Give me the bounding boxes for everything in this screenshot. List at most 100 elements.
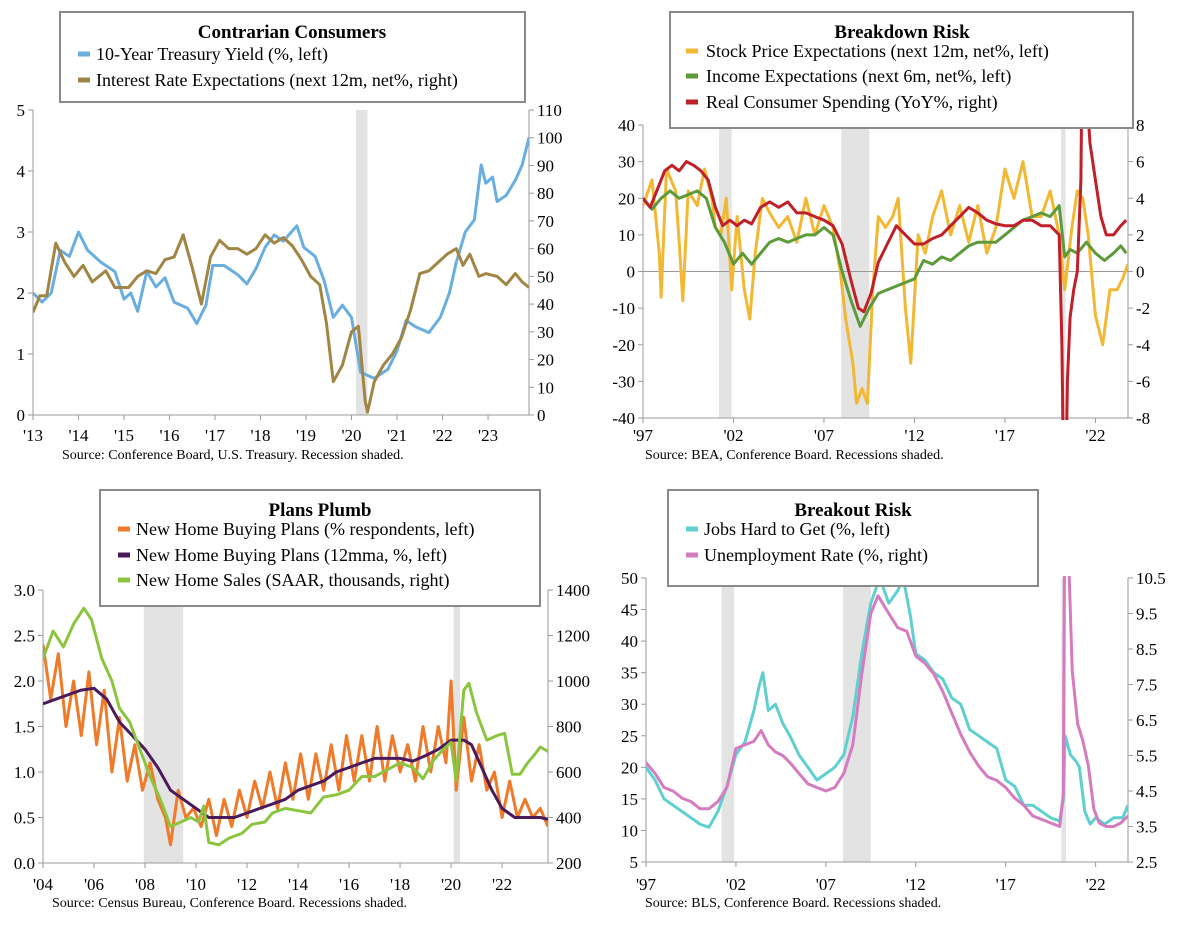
left-tick-label: 2.0 — [14, 672, 35, 691]
left-tick-label: 1 — [17, 345, 26, 364]
left-tick-label: 30 — [618, 153, 635, 172]
right-tick-label: 100 — [537, 129, 563, 148]
left-tick-label: 0.5 — [14, 809, 35, 828]
legend-label: Unemployment Rate (%, right) — [704, 545, 928, 566]
left-tick-label: 4 — [17, 162, 26, 181]
chart-title: Breakdown Risk — [834, 22, 970, 43]
right-tick-label: 80 — [537, 184, 554, 203]
right-tick-label: 20 — [537, 351, 554, 370]
right-tick-label: -2 — [1136, 299, 1150, 318]
x-tick-label: '14 — [288, 875, 309, 894]
left-tick-label: 0.0 — [14, 854, 35, 873]
source-note: Source: BLS, Conference Board. Recession… — [645, 896, 941, 911]
legend-box — [669, 11, 1134, 129]
legend-box — [59, 11, 526, 103]
x-tick-label: '22 — [492, 875, 512, 894]
x-tick-label: '04 — [33, 875, 54, 894]
x-tick-label: '23 — [478, 426, 498, 445]
right-tick-label: 4.5 — [1136, 782, 1157, 801]
left-tick-label: 35 — [621, 664, 638, 683]
series-line-3 — [643, 123, 1128, 420]
legend-label: Stock Price Expectations (next 12m, net%… — [706, 41, 1049, 62]
left-tick-label: 1.0 — [14, 763, 35, 782]
right-tick-label: 90 — [537, 156, 554, 175]
recession-band — [356, 110, 368, 415]
right-tick-label: 1400 — [556, 581, 590, 600]
left-tick-label: 5 — [630, 853, 639, 872]
series-line-1 — [43, 644, 548, 847]
left-tick-label: 20 — [618, 189, 635, 208]
series-line-1 — [643, 160, 1128, 405]
x-tick-label: '10 — [186, 875, 206, 894]
legend-box — [667, 489, 1039, 587]
right-tick-label: 70 — [537, 212, 554, 231]
legend-label: New Home Buying Plans (12mma, %, left) — [136, 545, 447, 566]
x-tick-label: '20 — [341, 426, 361, 445]
legend-label: 10-Year Treasury Yield (%, left) — [96, 44, 328, 65]
right-tick-label: 1000 — [556, 672, 590, 691]
series-line-2 — [33, 233, 529, 414]
left-tick-label: 0 — [627, 263, 636, 282]
chart-title: Plans Plumb — [269, 500, 372, 521]
left-tick-label: -20 — [612, 336, 635, 355]
left-tick-label: 45 — [621, 601, 638, 620]
left-tick-label: 15 — [621, 790, 638, 809]
legend-label: New Home Sales (SAAR, thousands, right) — [136, 570, 449, 591]
right-tick-label: 600 — [556, 763, 582, 782]
right-tick-label: 6 — [1136, 153, 1145, 172]
legend-label: Jobs Hard to Get (%, left) — [704, 519, 890, 540]
left-tick-label: 3 — [17, 223, 26, 242]
source-note: Source: BEA, Conference Board. Recession… — [645, 448, 944, 463]
series-line-3 — [43, 606, 548, 847]
right-tick-label: 0 — [537, 406, 546, 425]
left-tick-label: 30 — [621, 695, 638, 714]
legend-label: Real Consumer Spending (YoY%, right) — [706, 92, 998, 113]
source-note: Source: Census Bureau, Conference Board.… — [52, 896, 407, 911]
legend-label: Income Expectations (next 6m, net%, left… — [706, 66, 1011, 87]
right-tick-label: 10 — [537, 378, 554, 397]
recession-band — [453, 590, 461, 863]
right-tick-label: -8 — [1136, 409, 1150, 428]
right-tick-label: 9.5 — [1136, 605, 1157, 624]
x-tick-label: '22 — [433, 426, 453, 445]
right-tick-label: 200 — [556, 854, 582, 873]
left-tick-label: 25 — [621, 727, 638, 746]
x-tick-label: '14 — [68, 426, 89, 445]
right-tick-label: 30 — [537, 323, 554, 342]
x-tick-label: '97 — [636, 875, 657, 894]
right-tick-label: 5.5 — [1136, 747, 1157, 766]
x-tick-label: '19 — [296, 426, 316, 445]
right-tick-label: 60 — [537, 240, 554, 259]
left-tick-label: 10 — [618, 226, 635, 245]
x-tick-label: '06 — [84, 875, 104, 894]
right-tick-label: 4 — [1136, 189, 1145, 208]
right-tick-label: 800 — [556, 718, 582, 737]
right-tick-label: -4 — [1136, 336, 1151, 355]
right-tick-label: 50 — [537, 267, 554, 286]
right-tick-label: 2.5 — [1136, 853, 1157, 872]
right-tick-label: 1200 — [556, 627, 590, 646]
left-tick-label: 5 — [17, 101, 26, 120]
chart-panel-4: '97 '02 '07 '12 '17 '22 5 10 15 20 25 30 35 40 45 50 2.5… — [621, 489, 1166, 911]
x-tick-label: '15 — [114, 426, 134, 445]
right-tick-label: 110 — [537, 101, 562, 120]
right-tick-label: 6.5 — [1136, 711, 1157, 730]
recession-band — [143, 590, 184, 863]
source-note: Source: Conference Board, U.S. Treasury.… — [62, 448, 404, 463]
recession-band — [721, 578, 735, 862]
series-line-2 — [643, 189, 1128, 328]
x-tick-label: '02 — [726, 875, 746, 894]
x-tick-label: '20 — [441, 875, 461, 894]
left-tick-label: 0 — [17, 406, 26, 425]
left-tick-label: 10 — [621, 821, 638, 840]
right-tick-label: 10.5 — [1136, 569, 1166, 588]
legend-label: New Home Buying Plans (% respondents, le… — [136, 519, 474, 540]
chart-panel-1: '13'14'15'16'17'18'19'20'21'22'230123450… — [17, 11, 563, 463]
right-tick-label: 0 — [1136, 263, 1145, 282]
x-tick-label: '13 — [23, 426, 43, 445]
right-tick-label: 8 — [1136, 116, 1145, 135]
right-tick-label: 400 — [556, 809, 582, 828]
series-line-2 — [646, 576, 1128, 828]
x-tick-label: '17 — [205, 426, 226, 445]
series-line-2 — [43, 686, 548, 821]
